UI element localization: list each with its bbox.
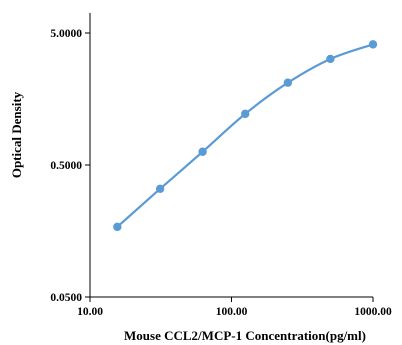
data-point <box>368 40 378 49</box>
data-point <box>198 147 207 156</box>
y-tick-label: 0.0500 <box>50 292 82 304</box>
data-point <box>241 109 250 119</box>
x-ticks: 10.00 100.00 1000.00 <box>77 297 392 318</box>
x-tick-label: 100.00 <box>216 306 248 318</box>
y-axis-title: Optical Density <box>9 91 24 178</box>
x-axis-title: Mouse CCL2/MCP-1 Concentration(pg/ml) <box>124 328 366 343</box>
y-tick-label: 5.0000 <box>50 28 82 40</box>
data-point <box>283 78 293 87</box>
data-point <box>113 222 122 232</box>
series-line <box>116 43 374 228</box>
data-point <box>326 54 335 64</box>
x-tick-label: 1000.00 <box>354 306 392 318</box>
y-ticks: 0.0500 0.5000 5.0000 <box>50 28 90 304</box>
x-tick-label: 10.00 <box>77 306 103 318</box>
data-point <box>155 184 165 194</box>
y-tick-label: 0.5000 <box>50 160 82 172</box>
plot-area: 10.00 100.00 1000.00 0.0500 0.5000 5.0000 <box>50 13 392 318</box>
series-points <box>113 40 378 232</box>
